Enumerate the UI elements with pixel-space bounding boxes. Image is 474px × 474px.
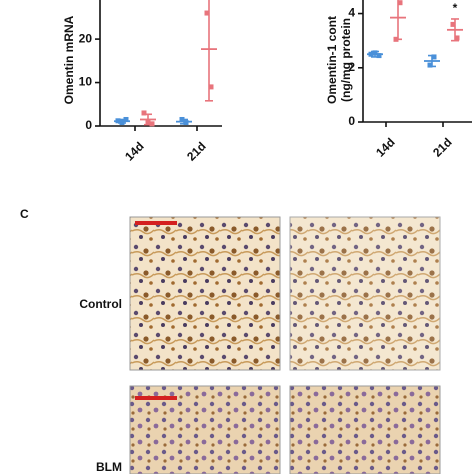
data-point — [145, 119, 151, 125]
data-point — [115, 118, 121, 124]
x-tick-label: 21d — [430, 135, 455, 160]
data-point — [123, 116, 129, 122]
micrograph — [289, 216, 441, 371]
y-axis-label: Omentin mRNA — [62, 15, 76, 104]
data-point — [454, 35, 460, 41]
data-point — [431, 54, 437, 60]
data-point — [397, 0, 403, 6]
micrograph — [289, 385, 441, 474]
x-tick-label: 21d — [184, 139, 209, 164]
y-tick-label: 20 — [79, 31, 93, 45]
y-tick-label: 2 — [348, 60, 355, 74]
y-tick-label: 4 — [348, 6, 355, 20]
data-point — [204, 10, 210, 16]
x-tick-label: 14d — [373, 135, 398, 160]
data-point — [119, 120, 125, 126]
y-tick-label: 0 — [348, 114, 355, 128]
y-tick-label: 10 — [79, 75, 93, 89]
data-point — [427, 62, 433, 68]
data-point — [149, 121, 155, 127]
micrograph — [129, 385, 281, 474]
data-point — [183, 120, 189, 126]
y-tick-label: 0 — [85, 118, 92, 132]
data-point — [179, 116, 185, 122]
scale-bar — [135, 221, 177, 225]
annotation: * — [453, 1, 458, 15]
data-point — [368, 51, 374, 57]
row-label: Control — [79, 297, 122, 311]
scale-bar — [135, 396, 177, 400]
y-axis-label: (ng/mg protein — [339, 18, 353, 102]
data-point — [372, 50, 378, 56]
y-axis-label: Omentin-1 cont — [325, 16, 339, 104]
data-point — [208, 84, 214, 90]
data-point — [376, 53, 382, 59]
x-tick-label: 14d — [122, 139, 147, 164]
panel-label: C — [20, 207, 29, 221]
micrograph — [129, 216, 281, 371]
data-point — [393, 36, 399, 42]
data-point — [450, 21, 456, 27]
row-label: BLM — [96, 460, 122, 474]
data-point — [141, 110, 147, 116]
